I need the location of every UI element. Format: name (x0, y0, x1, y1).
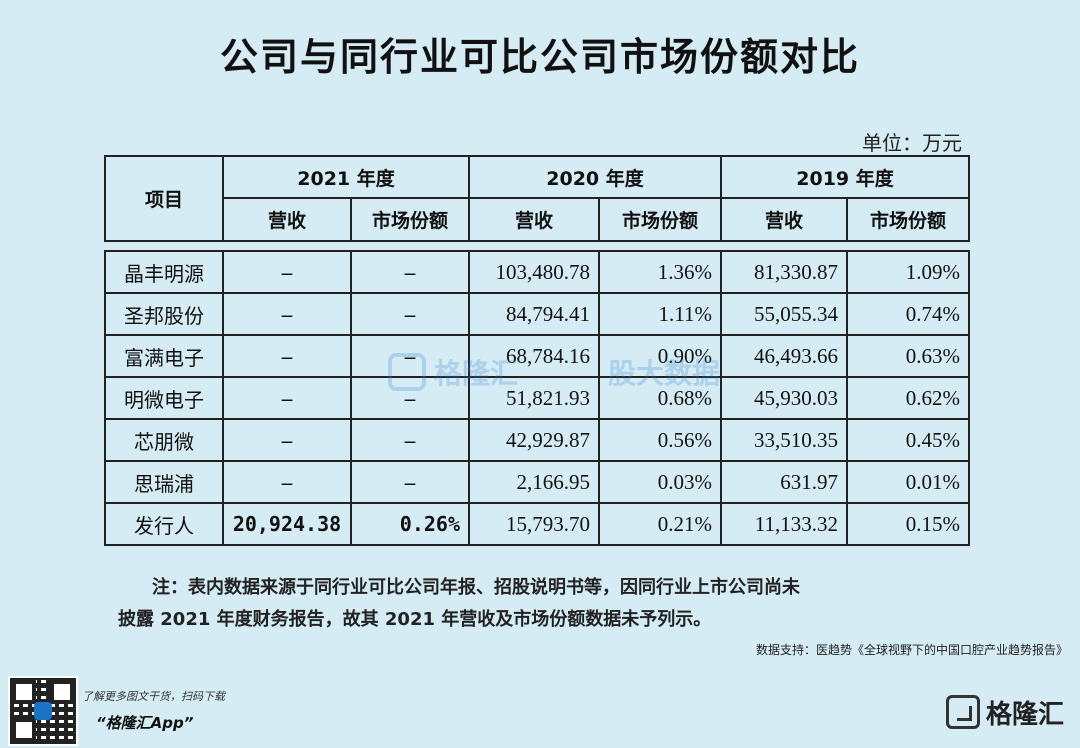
revenue-2019: 11,133.32 (720, 502, 848, 546)
share-2019: 0.45% (846, 418, 970, 462)
share-2021: 0.26% (350, 502, 470, 546)
share-2019: 0.74% (846, 292, 970, 336)
company-name: 富满电子 (104, 334, 224, 378)
share-2021: – (350, 292, 470, 336)
share-2020: 0.56% (598, 418, 722, 462)
revenue-2020: 68,784.16 (468, 334, 600, 378)
revenue-2021: – (222, 250, 352, 294)
page-title: 公司与同行业可比公司市场份额对比 (219, 35, 860, 79)
share-2020: 1.36% (598, 250, 722, 294)
subheader-share: 市场份额 (598, 197, 722, 242)
revenue-2020: 51,821.93 (468, 376, 600, 420)
table-row: 发行人 20,924.38 0.26% 15,793.70 0.21% 11,1… (104, 502, 970, 546)
qr-finder-icon (50, 680, 74, 704)
share-2021: – (350, 460, 470, 504)
share-2021: – (350, 250, 470, 294)
revenue-2019: 33,510.35 (720, 418, 848, 462)
company-name: 明微电子 (104, 376, 224, 420)
share-2020: 1.11% (598, 292, 722, 336)
header-2020: 2020 年度 (468, 155, 722, 199)
share-2019: 1.09% (846, 250, 970, 294)
header-2021: 2021 年度 (222, 155, 470, 199)
table-row: 圣邦股份 – – 84,794.41 1.11% 55,055.34 0.74% (104, 292, 970, 336)
share-2019: 0.01% (846, 460, 970, 504)
revenue-2020: 84,794.41 (468, 292, 600, 336)
data-source: 数据支持：医趋势《全球视野下的中国口腔产业趋势报告》 (755, 643, 1068, 657)
share-2020: 0.68% (598, 376, 722, 420)
share-2020: 0.21% (598, 502, 722, 546)
table-row: 思瑞浦 – – 2,166.95 0.03% 631.97 0.01% (104, 460, 970, 504)
revenue-2021: – (222, 292, 352, 336)
revenue-2019: 55,055.34 (720, 292, 848, 336)
share-2019: 0.15% (846, 502, 970, 546)
header-gap (105, 240, 969, 252)
subheader-revenue: 营收 (222, 197, 352, 242)
revenue-2021: – (222, 418, 352, 462)
footnote: 注：表内数据来源于同行业可比公司年报、招股说明书等，因同行业上市公司尚未 披露 … (118, 572, 968, 636)
company-name: 圣邦股份 (104, 292, 224, 336)
revenue-2020: 103,480.78 (468, 250, 600, 294)
qr-logo-icon (34, 702, 52, 720)
brand-logo-icon (945, 695, 980, 729)
brand-logo: 格隆汇 (945, 690, 1064, 734)
footer-app-name: “格隆汇App” (96, 714, 194, 732)
share-2021: – (350, 334, 470, 378)
revenue-2020: 15,793.70 (468, 502, 600, 546)
share-2019: 0.62% (846, 376, 970, 420)
qr-finder-icon (12, 718, 36, 742)
share-2020: 0.03% (598, 460, 722, 504)
revenue-2021: – (222, 376, 352, 420)
footnote-line-2: 披露 2021 年度财务报告，故其 2021 年营收及市场份额数据未予列示。 (118, 609, 712, 630)
table-row: 芯朋微 – – 42,929.87 0.56% 33,510.35 0.45% (104, 418, 970, 462)
table-row: 富满电子 – – 68,784.16 0.90% 46,493.66 0.63% (104, 334, 970, 378)
revenue-2019: 45,930.03 (720, 376, 848, 420)
header-2019: 2019 年度 (720, 155, 970, 199)
share-2020: 0.90% (598, 334, 722, 378)
subheader-share: 市场份额 (350, 197, 470, 242)
company-name: 发行人 (104, 502, 224, 546)
brand-name: 格隆汇 (985, 699, 1064, 730)
subheader-share: 市场份额 (846, 197, 970, 242)
revenue-2019: 46,493.66 (720, 334, 848, 378)
revenue-2020: 42,929.87 (468, 418, 600, 462)
qr-finder-icon (12, 680, 36, 704)
revenue-2021: 20,924.38 (222, 502, 352, 546)
share-2021: – (350, 376, 470, 420)
company-name: 芯朋微 (104, 418, 224, 462)
header-item: 项目 (104, 155, 224, 242)
market-share-table: 项目 2021 年度 2020 年度 2019 年度 营收 市场份额 营收 市场… (104, 155, 970, 546)
table-row: 明微电子 – – 51,821.93 0.68% 45,930.03 0.62% (104, 376, 970, 420)
share-2019: 0.63% (846, 334, 970, 378)
footer-scan-text: 了解更多图文干货，扫码下载 (82, 690, 225, 703)
subheader-revenue: 营收 (720, 197, 848, 242)
revenue-2019: 81,330.87 (720, 250, 848, 294)
unit-label: 单位：万元 (862, 131, 962, 155)
subheader-revenue: 营收 (468, 197, 600, 242)
footnote-line-1: 注：表内数据来源于同行业可比公司年报、招股说明书等，因同行业上市公司尚未 (152, 577, 800, 598)
table-row: 晶丰明源 – – 103,480.78 1.36% 81,330.87 1.09… (104, 250, 970, 294)
company-name: 晶丰明源 (104, 250, 224, 294)
qr-code-icon[interactable] (8, 676, 78, 746)
share-2021: – (350, 418, 470, 462)
revenue-2021: – (222, 460, 352, 504)
revenue-2019: 631.97 (720, 460, 848, 504)
revenue-2020: 2,166.95 (468, 460, 600, 504)
revenue-2021: – (222, 334, 352, 378)
company-name: 思瑞浦 (104, 460, 224, 504)
